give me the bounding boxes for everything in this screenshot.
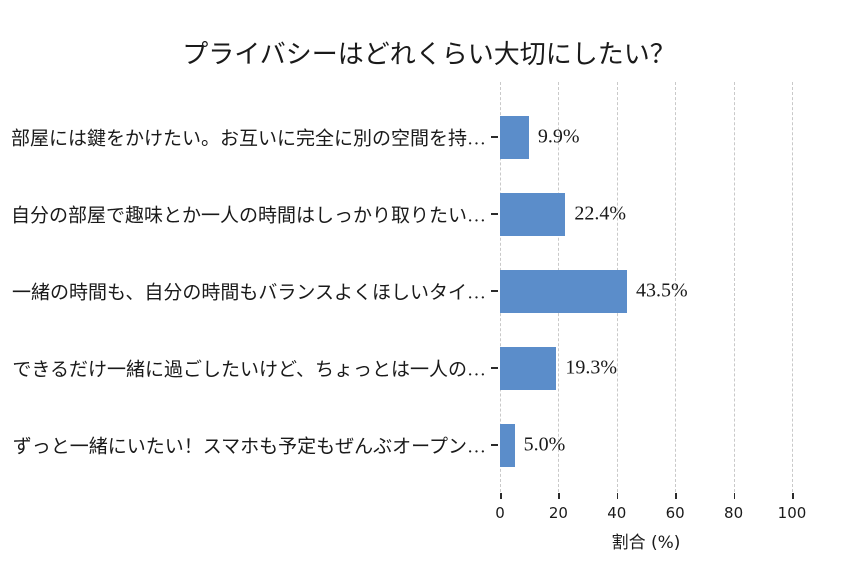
y-tick-mark xyxy=(491,136,498,138)
gridline xyxy=(616,82,618,492)
x-tick-mark xyxy=(675,493,677,499)
x-tick-label: 20 xyxy=(548,504,568,522)
y-tick-mark xyxy=(491,444,498,446)
chart-title: プライバシーはどれくらい大切にしたい？ xyxy=(182,40,676,69)
x-tick-label: 40 xyxy=(607,504,627,522)
x-tick-label: 60 xyxy=(665,504,685,522)
gridline xyxy=(675,82,677,492)
category-label: 一緒の時間も、自分の時間もバランスよくほしいタイ… xyxy=(11,282,486,304)
category-label: できるだけ一緒に過ごしたいけど、ちょっとは一人の… xyxy=(12,359,486,381)
x-tick-mark xyxy=(558,493,560,499)
plot-area xyxy=(500,82,793,492)
x-tick-mark xyxy=(733,493,736,499)
gridline xyxy=(500,82,501,492)
category-label: 部屋には鍵をかけたい。お互いに完全に別の空間を持… xyxy=(10,128,486,150)
gridline xyxy=(558,82,560,492)
y-tick-mark xyxy=(491,213,498,215)
gridline xyxy=(733,82,735,492)
x-tick-mark xyxy=(616,493,619,499)
category-label: 自分の部屋で趣味とか一人の時間はしっかり取りたい… xyxy=(10,205,486,227)
x-axis-label: 割合 (%) xyxy=(611,533,681,553)
x-tick-label: 0 xyxy=(495,504,505,522)
y-tick-mark xyxy=(491,367,498,369)
x-tick-mark xyxy=(500,493,502,499)
category-label: ずっと一緒にいたい！スマホも予定もぜんぶオープン… xyxy=(12,436,486,458)
gridline xyxy=(792,82,793,492)
x-tick-label: 100 xyxy=(777,504,807,522)
x-tick-label: 80 xyxy=(724,504,744,522)
x-tick-mark xyxy=(792,493,794,499)
y-tick-mark xyxy=(491,290,498,292)
